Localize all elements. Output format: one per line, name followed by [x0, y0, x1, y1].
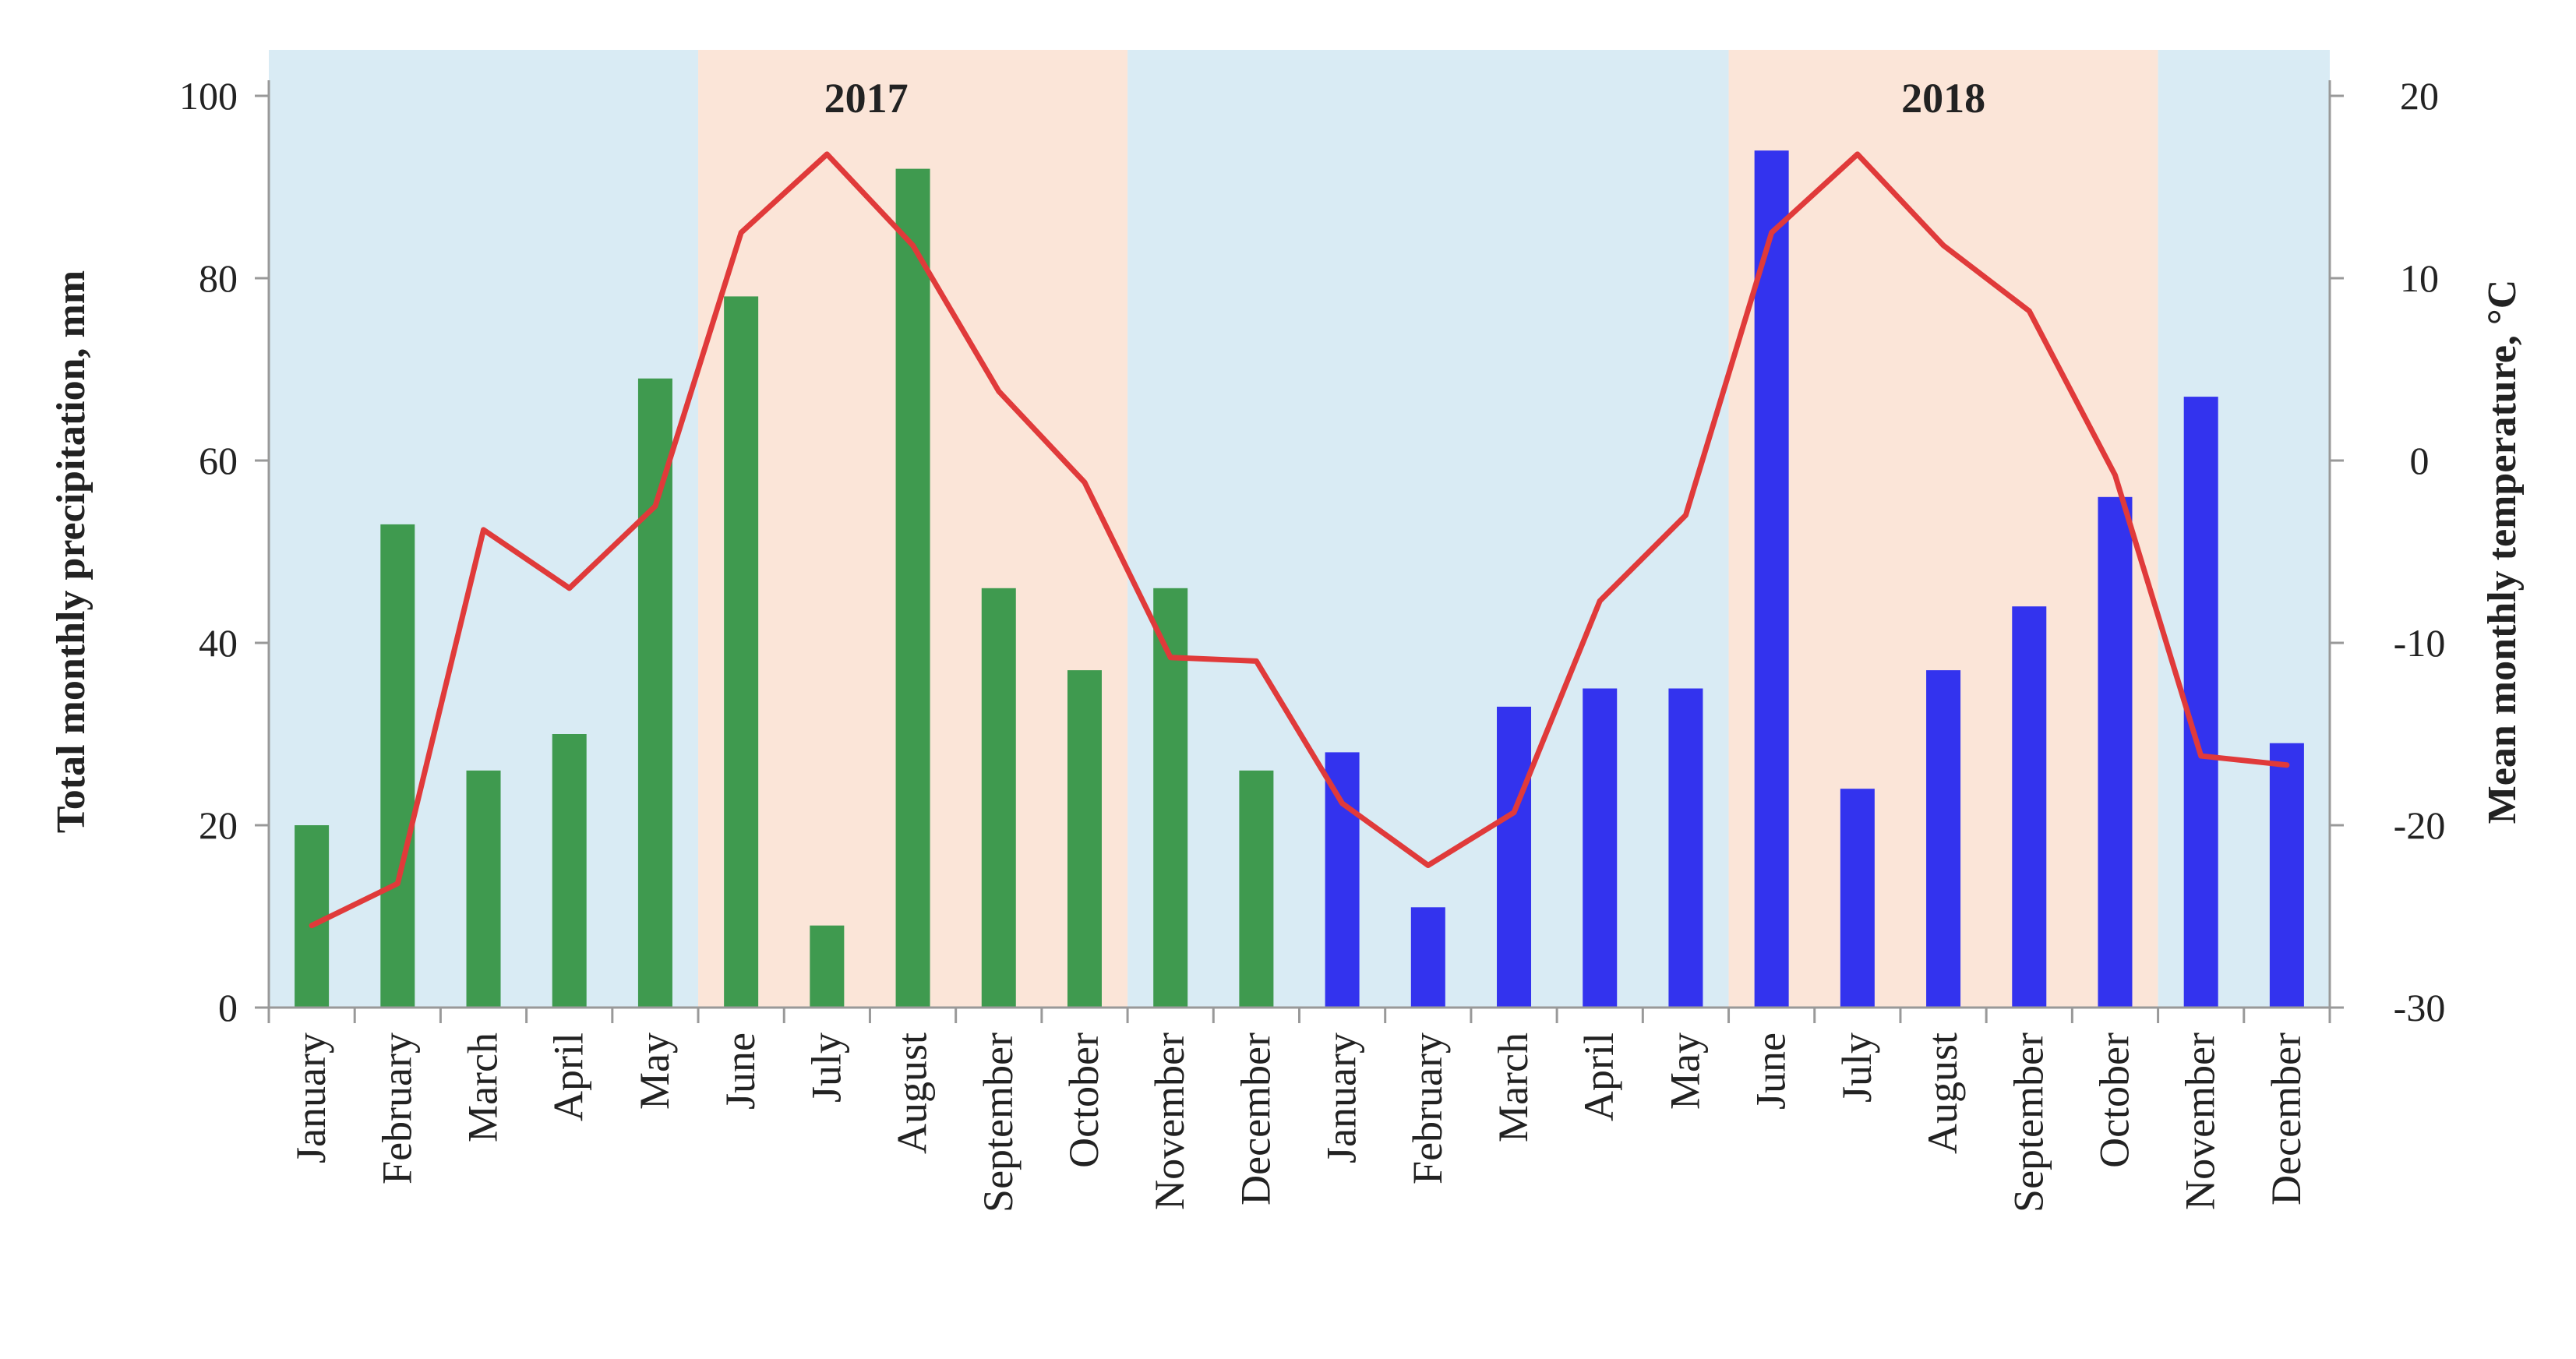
precipitation-bar	[2098, 496, 2133, 1008]
y-tick-label: 0	[218, 986, 238, 1029]
x-tick-label: July	[1833, 1032, 1880, 1103]
x-tick-label: April	[1576, 1032, 1622, 1121]
y-right-axis-title: Mean monthly temperature, °C	[2480, 280, 2525, 824]
y-right-tick-label: 0	[2410, 439, 2430, 482]
precipitation-bar	[1325, 752, 1360, 1008]
precipitation-bar	[1668, 688, 1703, 1008]
x-tick-label: October	[1060, 1032, 1107, 1168]
precipitation-bar	[552, 734, 587, 1008]
x-tick-label: September	[975, 1032, 1022, 1213]
x-tick-label: June	[717, 1032, 764, 1110]
precipitation-bar	[637, 378, 672, 1008]
x-tick-label: August	[889, 1032, 936, 1154]
x-tick-label: January	[1318, 1032, 1365, 1163]
temperature-line	[309, 151, 2290, 929]
x-tick-label: June	[1748, 1032, 1794, 1110]
x-tick-label: October	[2091, 1032, 2137, 1168]
precipitation-bar	[2269, 743, 2304, 1008]
x-tick-label: February	[1404, 1032, 1451, 1184]
precipitation-bar	[981, 588, 1016, 1008]
y-tick-label: 60	[199, 439, 238, 482]
x-tick-label: January	[288, 1032, 334, 1163]
x-tick-label: December	[2263, 1032, 2310, 1205]
labels: 2017 2018 0 20 40 60 80 100 -30 -20 -10 0 10 20 Januar…	[49, 74, 2525, 1213]
precipitation-bar	[466, 770, 501, 1008]
precipitation-bar	[1153, 588, 1188, 1008]
axes	[255, 80, 2344, 1023]
y-tick-label: 20	[199, 803, 238, 847]
year-label: 2017	[824, 75, 909, 122]
y-right-tick-label: -10	[2394, 621, 2446, 665]
x-tick-label: August	[1919, 1032, 1966, 1154]
year-label: 2018	[1901, 75, 1985, 122]
y-right-tick-label: 10	[2400, 256, 2439, 300]
x-tick-label: September	[2005, 1032, 2052, 1213]
y-right-tick-label: -30	[2394, 986, 2446, 1029]
precipitation-bar	[2012, 606, 2047, 1008]
background-band	[1127, 50, 1729, 1008]
precipitation-bar	[1926, 670, 1961, 1008]
precipitation-bar	[1410, 907, 1445, 1008]
precipitation-bar	[1067, 670, 1102, 1008]
x-tick-label: May	[1661, 1032, 1708, 1110]
y-axis-title: Total monthly precipitation, mm	[49, 270, 94, 833]
precipitation-bar	[724, 296, 759, 1008]
y-tick-label: 40	[199, 621, 238, 665]
y-tick-label: 100	[179, 74, 238, 118]
y-right-tick-label: 20	[2400, 74, 2439, 118]
x-tick-label: February	[373, 1032, 420, 1184]
precipitation-bar	[1840, 789, 1875, 1008]
precipitation-bar	[2183, 397, 2218, 1008]
precipitation-bar	[810, 925, 845, 1008]
x-tick-label: November	[2177, 1032, 2224, 1210]
precipitation-bar	[1239, 770, 1274, 1008]
precipitation-bar	[1754, 150, 1789, 1008]
precipitation-bar	[380, 524, 415, 1008]
y-tick-label: 80	[199, 256, 238, 300]
x-tick-label: November	[1146, 1032, 1193, 1210]
precipitation-bar	[895, 168, 930, 1008]
precipitation-bar	[1583, 688, 1618, 1008]
x-tick-label: July	[803, 1032, 849, 1103]
background-band	[2158, 50, 2330, 1008]
x-tick-label: April	[545, 1032, 592, 1121]
x-tick-label: March	[460, 1032, 506, 1142]
x-tick-label: March	[1490, 1032, 1537, 1142]
y-right-tick-label: -20	[2394, 803, 2446, 847]
x-tick-label: May	[631, 1032, 678, 1110]
x-tick-label: December	[1232, 1032, 1279, 1205]
precipitation-bar	[1497, 706, 1532, 1008]
bars	[295, 150, 2304, 1008]
precipitation-bar	[295, 825, 330, 1008]
temperature-line-group	[309, 151, 2290, 929]
